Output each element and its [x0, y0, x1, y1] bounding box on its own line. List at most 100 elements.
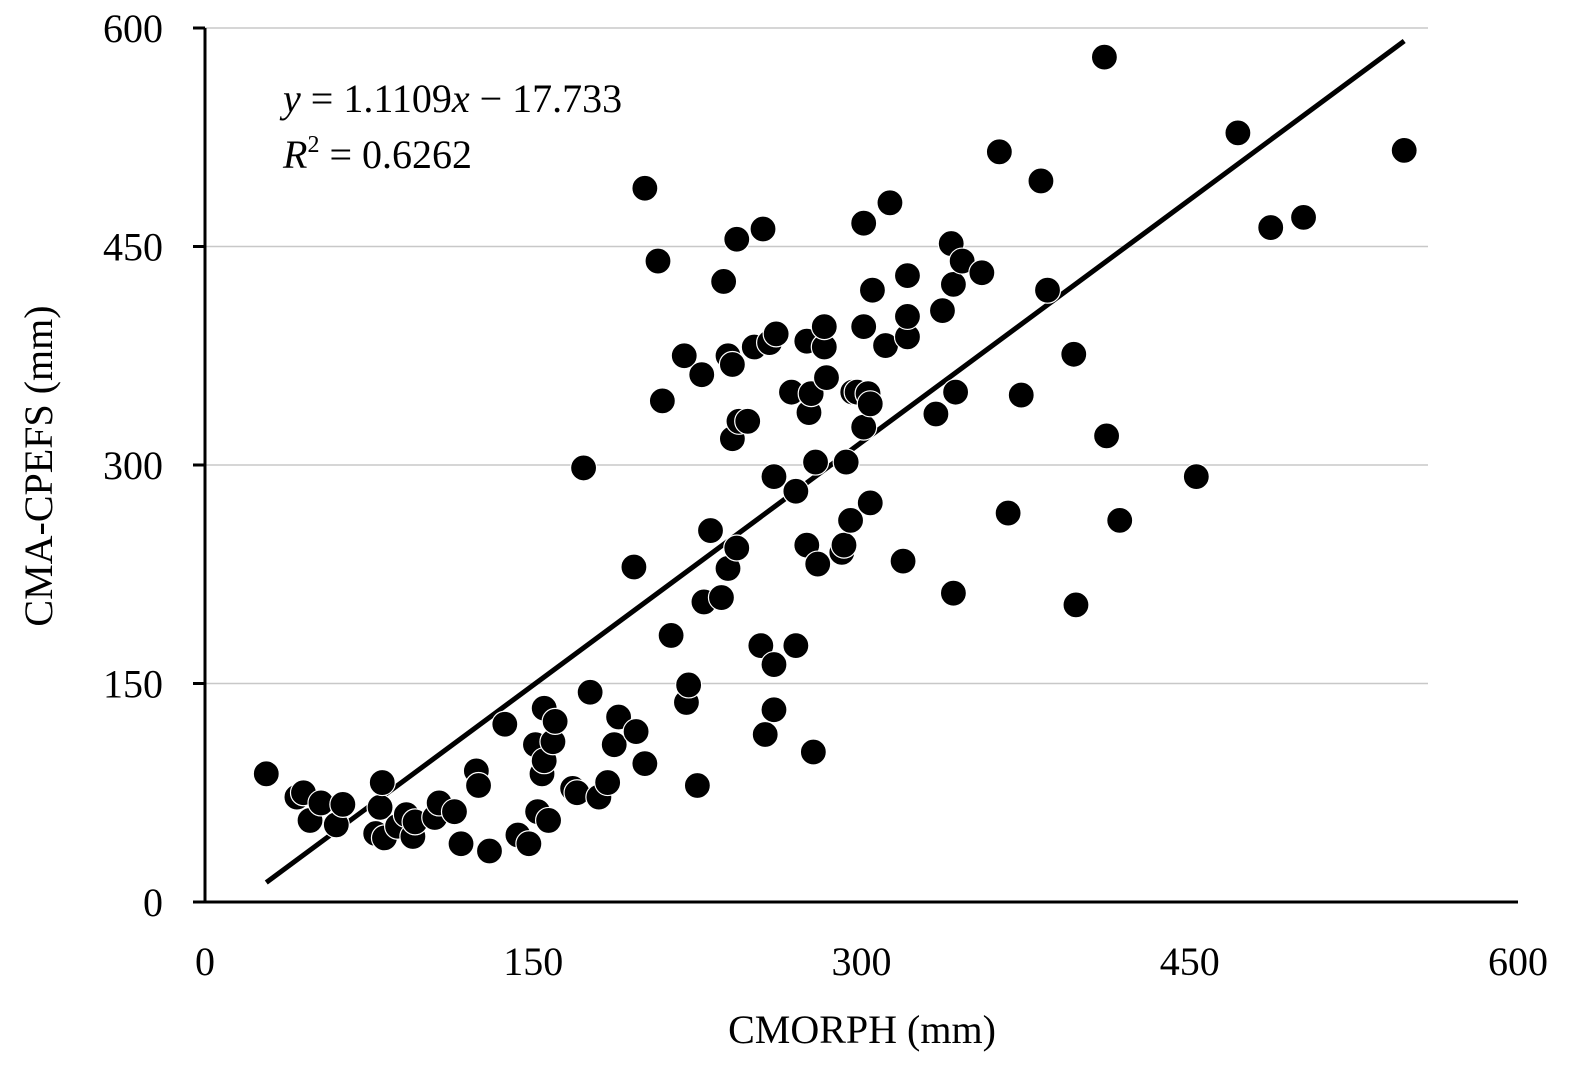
data-point-71: [760, 696, 788, 724]
data-point-24: [515, 830, 543, 858]
data-point-110: [939, 270, 968, 298]
data-point-127: [1289, 203, 1318, 231]
data-point-46: [648, 387, 676, 415]
data-point-88: [830, 531, 858, 559]
data-point-83: [804, 550, 832, 578]
r-squared-var: R: [282, 132, 307, 177]
data-point-70: [760, 650, 788, 679]
data-point-43: [631, 750, 659, 778]
data-point-126: [1257, 213, 1285, 242]
data-point-73: [762, 320, 790, 348]
data-point-128: [1390, 136, 1418, 164]
data-point-105: [893, 262, 922, 290]
data-point-64: [734, 407, 762, 435]
data-point-116: [1007, 381, 1035, 409]
data-point-86: [812, 364, 841, 392]
y-tick-label-4: 600: [103, 6, 163, 51]
y-axis-title: CMA-CPEFS (mm): [16, 305, 61, 626]
data-point-30: [534, 806, 563, 835]
equation-slope: = 1.1109: [301, 76, 452, 121]
data-point-50: [675, 671, 703, 699]
tick-labels: 0 150 300 450 600 0 150 300 450 600: [103, 6, 1548, 984]
data-point-62: [723, 225, 751, 253]
x-tick-label-3: 450: [1160, 939, 1220, 984]
data-point-118: [1033, 276, 1062, 304]
data-point-90: [836, 506, 865, 534]
x-tick-label-1: 150: [503, 939, 563, 984]
data-point-66: [747, 632, 775, 660]
data-point-94: [850, 313, 878, 341]
data-point-38: [594, 768, 622, 797]
data-point-121: [1090, 43, 1119, 71]
data-point-0: [252, 760, 280, 788]
data-point-22: [491, 710, 519, 738]
data-point-82: [801, 448, 830, 476]
data-point-48: [670, 342, 698, 370]
data-point-41: [620, 553, 648, 581]
y-tick-label-0: 0: [143, 880, 163, 925]
y-tick-label-2: 300: [103, 443, 163, 488]
data-point-102: [889, 547, 917, 575]
data-point-117: [1027, 167, 1055, 195]
data-point-106: [922, 400, 950, 428]
data-point-122: [1092, 422, 1121, 450]
data-point-9: [368, 768, 396, 797]
data-point-42: [622, 717, 650, 746]
data-point-75: [782, 477, 810, 505]
data-point-107: [928, 296, 957, 325]
data-point-119: [1060, 340, 1088, 368]
data-point-54: [696, 516, 725, 545]
data-point-51: [683, 771, 711, 800]
data-point-47: [657, 621, 685, 650]
data-point-109: [939, 579, 968, 607]
data-point-101: [876, 189, 904, 217]
data-point-93: [850, 413, 878, 441]
data-points: [252, 43, 1418, 865]
data-point-67: [749, 215, 777, 243]
y-tick-label-1: 150: [103, 662, 163, 707]
data-point-52: [688, 361, 716, 389]
data-point-85: [810, 313, 838, 341]
data-point-95: [850, 209, 878, 237]
r-squared-value: = 0.6262: [319, 132, 472, 177]
data-point-114: [985, 138, 1013, 166]
x-tick-label-0: 0: [195, 939, 215, 984]
data-point-56: [710, 267, 738, 296]
data-point-99: [858, 276, 887, 304]
x-tick-label-4: 600: [1488, 939, 1548, 984]
data-point-72: [760, 463, 788, 491]
x-axis-title: CMORPH (mm): [728, 1007, 996, 1052]
equation-intercept: − 17.733: [470, 76, 623, 121]
data-point-98: [856, 489, 884, 517]
y-tick-label-3: 450: [103, 225, 163, 270]
data-point-124: [1182, 463, 1210, 491]
data-point-35: [569, 454, 598, 482]
data-point-55: [707, 583, 736, 612]
data-point-125: [1224, 119, 1252, 147]
data-point-32: [541, 707, 569, 735]
data-point-123: [1106, 506, 1134, 534]
data-point-113: [968, 259, 996, 287]
equation-x-var: x: [451, 76, 470, 121]
data-point-115: [994, 499, 1022, 527]
data-point-45: [644, 247, 672, 275]
data-point-18: [447, 830, 475, 858]
data-point-20: [464, 771, 493, 800]
data-point-97: [856, 390, 884, 418]
data-point-40: [604, 703, 633, 731]
data-point-6: [329, 790, 357, 819]
data-point-104: [893, 302, 922, 331]
data-point-61: [723, 534, 751, 562]
data-point-68: [751, 720, 779, 749]
equation-y-var: y: [279, 76, 301, 121]
data-point-17: [440, 798, 469, 826]
data-point-89: [832, 448, 860, 476]
data-point-44: [631, 174, 659, 202]
r-squared-sup: 2: [307, 132, 319, 158]
data-point-111: [941, 378, 970, 406]
data-point-39: [600, 731, 628, 759]
trendline-equation: y = 1.1109x − 17.733: [279, 76, 622, 121]
data-point-36: [576, 678, 604, 706]
x-tick-label-2: 300: [832, 939, 892, 984]
